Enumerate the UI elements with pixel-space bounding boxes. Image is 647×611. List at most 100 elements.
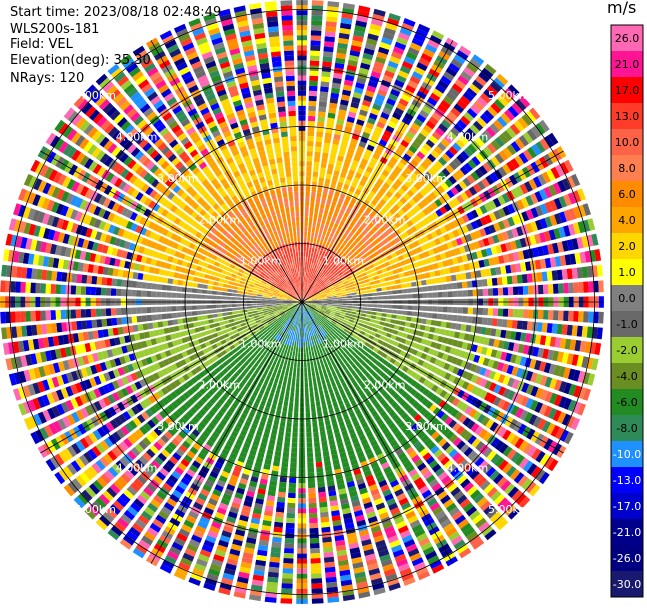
velocity-gate [310,548,320,554]
velocity-gate [274,378,279,384]
velocity-gate [363,324,369,328]
velocity-gate [318,487,326,493]
velocity-gate [284,360,288,366]
velocity-gate [375,320,381,324]
velocity-gate [294,402,298,407]
velocity-gate [391,285,397,289]
velocity-gate [310,51,320,57]
velocity-gate [352,298,357,300]
velocity-gate [280,375,284,381]
velocity-gate [273,399,278,405]
velocity-gate [306,186,311,191]
velocity-gate [360,317,366,321]
velocity-gate [446,276,452,282]
velocity-gate [286,366,290,372]
velocity-gate [299,342,301,347]
velocity-gate [387,309,392,313]
velocity-gate [309,86,318,91]
velocity-gate [319,390,324,396]
velocity-gate [304,372,307,377]
velocity-gate [325,378,330,384]
velocity-gate [329,233,334,239]
velocity-gate [410,276,416,281]
velocity-gate [327,169,333,175]
velocity-gate [285,538,295,544]
velocity-gate [308,347,311,352]
velocity-gate [417,287,423,292]
velocity-gate [458,291,463,297]
velocity-gate [299,337,301,342]
velocity-gate [308,111,316,116]
velocity-gate [462,282,468,289]
velocity-gate [420,274,426,280]
velocity-gate [309,523,318,529]
velocity-gate [321,522,330,528]
velocity-gate [369,323,375,327]
velocity-gate [309,212,313,217]
velocity-gate [405,322,411,327]
velocity-gate [426,319,432,325]
velocity-gate [293,372,296,377]
velocity-gate [395,279,401,284]
velocity-gate [447,315,453,321]
velocity-gate [497,319,503,327]
velocity-gate [317,360,321,366]
velocity-gate [387,291,392,295]
velocity-gate [292,341,295,346]
velocity-gate [291,382,295,387]
velocity-gate [588,312,594,323]
velocity-gate [321,441,327,447]
velocity-gate [281,588,292,594]
velocity-gate [312,588,323,594]
velocity-gate [324,373,329,379]
velocity-gate [371,289,376,293]
velocity-gate [304,322,305,327]
velocity-gate [397,310,402,314]
velocity-gate [272,542,282,548]
velocity-gate [493,308,498,316]
velocity-gate [286,422,291,428]
velocity-gate [276,507,285,513]
velocity-gate [517,321,523,330]
velocity-gate [308,493,316,498]
velocity-gate [423,306,428,311]
velocity-gate [283,558,293,564]
velocity-gate [309,387,313,392]
velocity-gate [383,272,389,277]
velocity-gate [282,583,293,589]
velocity-gate [297,367,300,372]
velocity-gate [430,271,436,277]
velocity-gate [272,372,277,378]
velocity-gate [318,492,326,498]
velocity-gate [324,138,331,144]
velocity-gate [448,291,453,297]
velocity-gate [297,372,300,377]
velocity-gate [284,543,294,549]
velocity-gate [318,116,326,122]
velocity-gate [563,311,569,321]
velocity-gate [317,380,321,386]
velocity-gate [382,296,387,299]
velocity-gate [366,314,372,318]
velocity-gate [433,306,438,311]
velocity-gate [310,397,314,402]
velocity-gate [369,277,375,281]
velocity-gate [477,280,483,287]
velocity-gate [284,396,289,402]
velocity-gate [276,441,282,447]
velocity-gate [305,332,307,337]
velocity-gate [367,308,372,311]
velocity-gate [319,502,327,508]
velocity-gate [346,311,351,314]
velocity-gate [311,20,322,26]
velocity-gate [308,377,312,382]
velocity-gate [329,366,334,372]
velocity-gate [295,352,298,357]
velocity-gate [322,537,332,543]
velocity-gate [321,81,330,87]
velocity-gate [390,280,396,285]
velocity-gate [291,448,297,453]
velocity-gate [282,457,289,463]
velocity-gate [304,242,307,247]
velocity-gate [309,101,317,106]
